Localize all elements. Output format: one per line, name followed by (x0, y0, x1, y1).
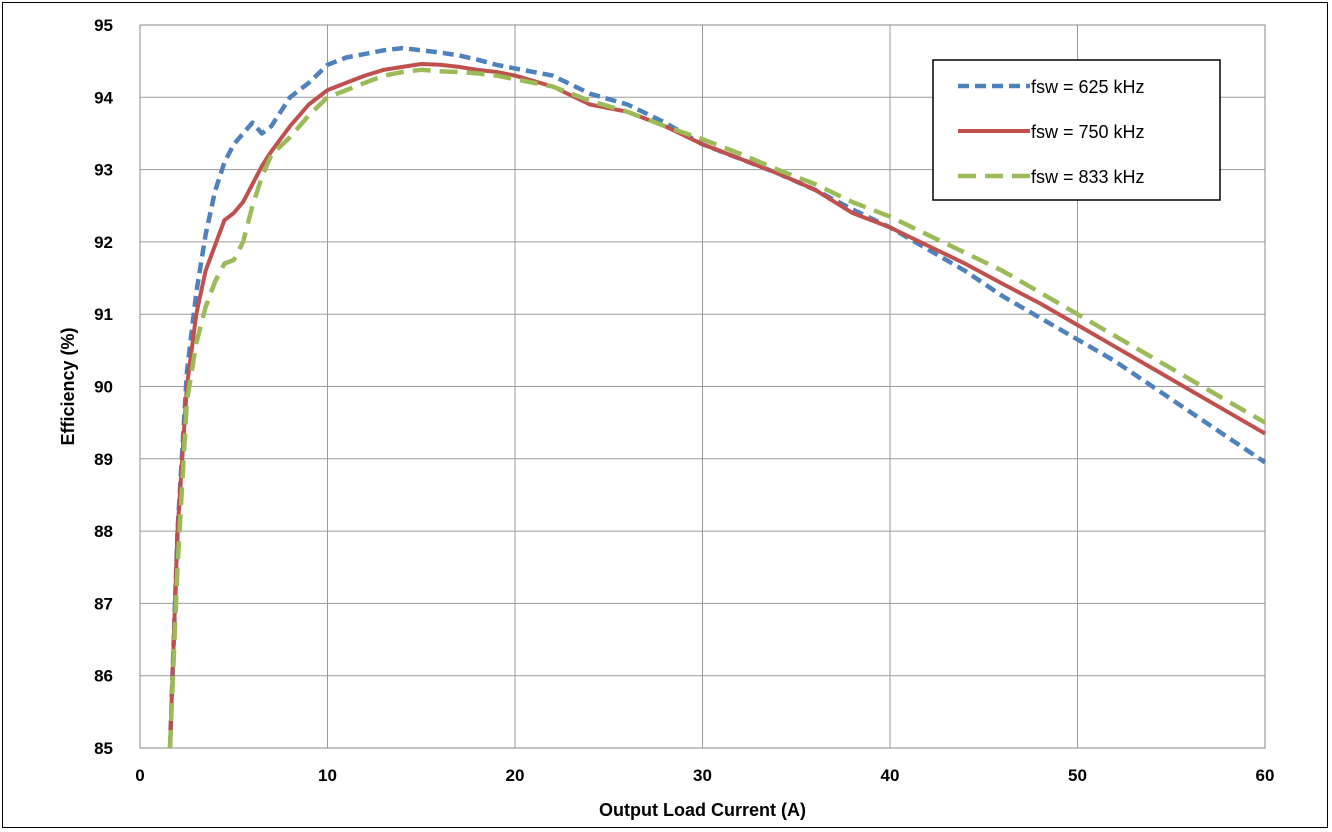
legend-label: fsw = 625 kHz (1031, 77, 1145, 97)
legend-label: fsw = 833 kHz (1031, 167, 1145, 187)
y-tick-label: 91 (94, 305, 113, 324)
y-tick-label: 86 (94, 667, 113, 686)
x-tick-label: 40 (881, 766, 900, 785)
series-layer (167, 45, 1267, 749)
y-tick-label: 93 (94, 161, 113, 180)
x-tick-labels: 0 10 20 30 40 50 60 (135, 766, 1274, 785)
x-tick-label: 10 (318, 766, 337, 785)
y-tick-label: 94 (94, 88, 113, 107)
y-tick-label: 89 (94, 450, 113, 469)
y-tick-label: 90 (94, 378, 113, 397)
legend: fsw = 625 kHz fsw = 750 kHz fsw = 833 kHz (932, 59, 1221, 201)
plot-area (139, 24, 1266, 749)
x-tick-label: 20 (506, 766, 525, 785)
y-tick-labels: 85 86 87 88 89 90 91 92 93 94 95 (94, 16, 113, 758)
y-tick-label: 87 (94, 594, 113, 613)
x-tick-label: 60 (1256, 766, 1275, 785)
y-tick-label: 88 (94, 522, 113, 541)
y-tick-label: 85 (94, 739, 113, 758)
x-tick-label: 50 (1068, 766, 1087, 785)
y-tick-label: 92 (94, 233, 113, 252)
x-tick-label: 30 (693, 766, 712, 785)
y-tick-label: 95 (94, 16, 113, 35)
series-line-2 (168, 62, 1267, 749)
y-axis-title: Efficiency (%) (58, 327, 78, 445)
series-line-1 (167, 45, 1267, 749)
series-line-3 (167, 67, 1267, 749)
x-axis-title: Output Load Current (A) (599, 800, 806, 820)
legend-label: fsw = 750 kHz (1031, 122, 1145, 142)
x-tick-label: 0 (135, 766, 144, 785)
